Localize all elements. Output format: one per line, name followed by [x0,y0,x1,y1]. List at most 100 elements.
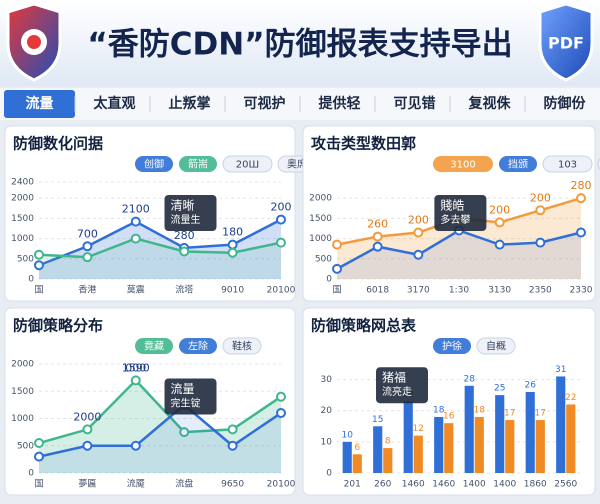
y-tick-label: 500 [315,254,332,264]
legend-label[interactable]: 3100 [450,160,475,171]
chip-label[interactable]: 103 [558,160,577,171]
chip[interactable] [542,155,593,173]
tab[interactable]: 止叛掌 [169,95,211,112]
annotation: 200 [271,201,292,214]
legend-label[interactable]: 挡颁 [508,158,528,171]
x-tick-label: 1460 [432,480,455,490]
x-tick-label: 流塔 [175,284,193,296]
point [372,231,383,242]
x-tick-label: 2330 [570,286,593,296]
x-tick-label: 1:30 [449,286,469,296]
legend-label[interactable]: 左除 [188,340,208,353]
point [276,408,286,419]
point [34,249,44,260]
chart-title: 防御数化问据 [13,135,103,153]
chip-label[interactable]: 鞋核 [232,340,252,353]
chip[interactable] [222,337,262,355]
header-bg [0,0,600,86]
x-tick-label: 国 [34,285,43,296]
value-label: 17 [535,409,546,419]
y-tick-label: 1500 [309,214,332,224]
y-tick-label: 1000 [309,234,332,244]
chip-label[interactable]: 20Ш [236,160,259,171]
tab[interactable]: 可见错 [394,95,436,112]
x-tick-label: 3130 [488,286,511,296]
legend-pill[interactable] [179,338,217,354]
chip[interactable] [476,337,516,355]
point [413,249,424,260]
y-tick-label: 1500 [11,214,34,224]
value-label: 25 [494,384,505,394]
bar [535,420,545,473]
point [227,440,238,451]
tab[interactable]: 可视护 [244,95,286,112]
pdf-shield[interactable] [538,2,594,82]
tab[interactable]: 太直观 [94,95,136,112]
y-tick-label: 2000 [11,194,34,204]
value-label: 31 [555,365,566,375]
value-label: 18 [433,405,445,415]
chip-label[interactable]: 奥席 [287,158,307,171]
tab[interactable]: 防御份 [544,95,587,112]
legend-label[interactable]: 竟藏 [144,341,164,353]
point [227,424,238,435]
point [372,241,383,252]
tab-active[interactable] [4,90,75,118]
annotation: 1590 [122,361,150,374]
y-tick-label: 0 [326,275,332,285]
point [34,260,44,271]
legend-label[interactable]: 护徐 [442,340,462,353]
bar [383,448,393,473]
legend-pill[interactable] [135,156,173,172]
tab[interactable]: 复视侏 [468,95,512,112]
point [413,227,424,238]
bar [403,401,413,473]
legend-pill[interactable] [179,156,217,172]
x-tick-label: 1860 [524,480,547,490]
bar [352,454,362,473]
legend-label[interactable]: 创御 [144,158,164,171]
x-tick-label: 9010 [221,286,244,296]
point [276,391,286,402]
point [227,239,238,250]
legend-pill[interactable] [433,338,471,354]
legend-pill[interactable] [499,156,537,172]
tab[interactable]: 流量 [26,95,54,112]
callout-text: 清晰 [171,199,195,213]
point [179,246,190,257]
value-label: 26 [524,381,536,391]
tab[interactable]: 提供轻 [319,95,361,112]
x-tick-label: 国 [34,479,43,490]
series-area [337,230,581,279]
point [82,424,93,435]
chip[interactable] [222,155,273,173]
point [130,440,141,451]
chip-label[interactable]: 自概 [486,340,506,353]
point [494,239,505,250]
x-tick-label: 6018 [366,286,389,296]
pdf-badge[interactable]: PDF [548,34,584,53]
annotation: 200 [530,191,551,204]
callout [434,195,487,231]
bar [556,376,566,473]
x-tick-label: 流魇 [127,478,145,490]
x-tick-label: 201 [344,480,361,490]
y-tick-label: 30 [321,375,333,385]
value-label: 18 [474,405,486,415]
series-area [39,219,281,279]
value-label: 22 [565,393,576,403]
bar [495,395,505,473]
y-tick-label: 0 [28,469,34,479]
callout [376,367,428,404]
legend-label[interactable]: 箭耑 [188,158,208,171]
legend-pill[interactable] [135,338,173,354]
x-tick-label: 20100 [267,286,296,296]
series-area [39,238,281,279]
header-title: “香防CDN”防御报表支持导出 [87,27,512,63]
x-tick-label: 2350 [529,286,552,296]
callout-text: 流亮走 [382,385,412,398]
x-tick-label: 9650 [221,480,244,490]
legend-pill[interactable] [433,156,493,172]
callout-text: 流量生 [171,213,201,226]
y-tick-label: 20 [321,406,333,416]
